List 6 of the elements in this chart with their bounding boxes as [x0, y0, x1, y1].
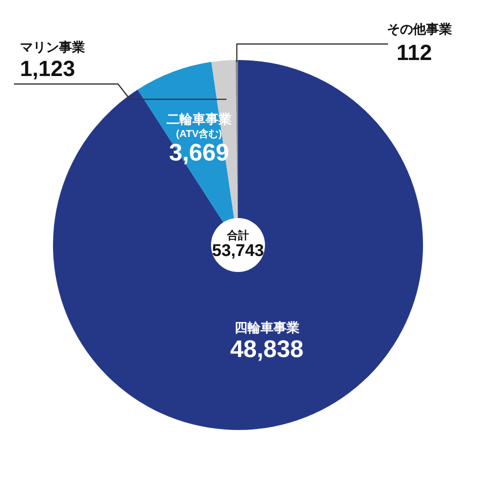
- data-label: 48,838: [230, 336, 304, 364]
- slice-label: その他事業: [387, 22, 452, 37]
- slice-label: マリン事業: [20, 40, 85, 55]
- data-label: 1,123: [20, 56, 76, 82]
- slice-label: 四輪車事業: [234, 320, 300, 336]
- data-label: 112: [396, 40, 432, 66]
